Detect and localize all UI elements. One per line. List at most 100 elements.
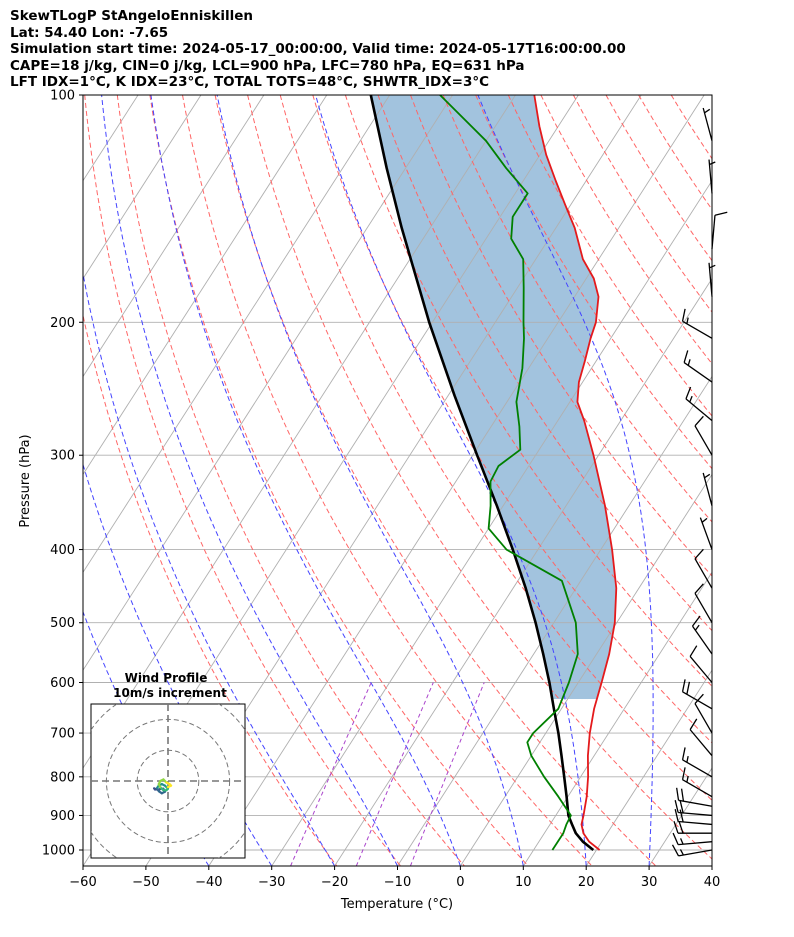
- dewpoint-line: [439, 95, 579, 851]
- barb-flag: [678, 820, 684, 834]
- hodograph-inset: Wind Profile 10m/s increment: [90, 671, 246, 859]
- wind-barb: [681, 767, 713, 798]
- dry-adiabat-line: [279, 95, 712, 801]
- x-axis: −60 −50 −40 −30 −20 −10 0 10 20 30 40: [69, 866, 720, 890]
- station-coords: Lat: 54.40 Lon: -7.65: [10, 24, 169, 41]
- dry-adiabat-line: [377, 95, 712, 632]
- y-axis: 100 200 300 400 500 600 700 800 900 1000: [42, 89, 83, 859]
- dry-adiabat-line: [344, 95, 712, 687]
- barb-half-flag: [701, 517, 708, 523]
- chart-header: SkewTLogP StAngeloEnniskillen Lat: 54.40…: [10, 8, 626, 91]
- barb-flag: [671, 844, 680, 857]
- barb-staff: [708, 262, 713, 297]
- barb-half-flag: [686, 756, 689, 763]
- barb-flag: [689, 645, 698, 657]
- barb-staff: [708, 159, 713, 194]
- dry-adiabat-line: [149, 95, 529, 866]
- wind-barb: [685, 386, 713, 422]
- dry-adiabats: [83, 95, 712, 866]
- wind-barbs: [671, 107, 728, 857]
- barb-half-flag: [679, 849, 685, 856]
- isotherm-line: [0, 95, 12, 866]
- isotherm-line: [83, 95, 391, 574]
- barb-staff: [699, 517, 713, 550]
- cape-shading: [370, 95, 617, 699]
- barb-staff: [691, 625, 713, 655]
- dry-adiabat-line: [83, 313, 338, 866]
- barb-flag: [681, 767, 686, 780]
- barb-half-flag: [687, 359, 691, 366]
- mixing-ratio-line: [409, 682, 485, 866]
- barb-half-flag: [704, 108, 711, 114]
- isotherm-line: [522, 571, 712, 866]
- wind-barb: [689, 645, 713, 683]
- y-tick-label: 900: [50, 809, 75, 824]
- wind-barb: [691, 615, 713, 655]
- hodograph-title: Wind Profile: [125, 671, 208, 685]
- hodograph-subtitle: 10m/s increment: [113, 686, 227, 700]
- barb-half-flag: [686, 317, 689, 324]
- x-tick-label: −30: [258, 875, 285, 890]
- grid-lines: [0, 95, 712, 866]
- isotherm-line: [83, 95, 328, 476]
- barb-flag: [680, 788, 685, 802]
- x-tick-label: −40: [195, 875, 222, 890]
- mixing-ratio-lines: [290, 682, 485, 866]
- barb-half-flag: [679, 838, 684, 845]
- wind-barb: [672, 832, 713, 846]
- y-tick-label: 800: [50, 770, 75, 785]
- barb-flag: [681, 747, 686, 760]
- moist-adiabat-line: [83, 462, 273, 866]
- isotherm-line: [83, 95, 202, 280]
- barb-flag: [672, 832, 679, 845]
- barb-flag: [694, 415, 704, 427]
- barb-staff: [682, 320, 713, 339]
- barb-flag: [681, 679, 686, 692]
- barb-staff: [702, 107, 713, 141]
- plot-area: [0, 95, 712, 866]
- barb-staff: [689, 656, 713, 683]
- barb-flag: [714, 211, 728, 216]
- barb-staff: [678, 820, 713, 826]
- dry-adiabat-line: [84, 95, 402, 866]
- barb-flag: [681, 308, 686, 322]
- x-tick-label: −60: [69, 875, 96, 890]
- wind-barb: [699, 517, 713, 550]
- moist-adiabat-line: [150, 95, 461, 866]
- profile-lines: [369, 95, 618, 852]
- x-tick-label: −20: [321, 875, 348, 890]
- wind-barb: [694, 548, 713, 589]
- wind-barb: [674, 809, 713, 826]
- barb-flag: [673, 820, 679, 834]
- barb-flag: [689, 718, 698, 730]
- barb-staff: [678, 849, 713, 857]
- barb-staff: [682, 691, 713, 710]
- barb-half-flag: [709, 161, 716, 166]
- moist-adiabat-line: [83, 271, 336, 866]
- cape-area: [370, 95, 617, 699]
- wind-barb: [694, 583, 713, 624]
- y-tick-label: 300: [50, 449, 75, 464]
- barb-staff: [685, 398, 713, 422]
- barb-flag: [679, 809, 684, 823]
- wind-barb: [702, 472, 713, 506]
- isotherm-line: [334, 277, 712, 866]
- wind-barb: [689, 718, 713, 757]
- dry-adiabat-line: [605, 95, 712, 262]
- barb-flag: [674, 800, 679, 813]
- barb-flag: [694, 693, 704, 705]
- x-tick-label: 20: [578, 875, 595, 890]
- barb-staff: [689, 729, 713, 757]
- barb-flag: [685, 386, 692, 400]
- hodograph-plot: [91, 704, 245, 858]
- y-tick-label: 1000: [42, 844, 75, 859]
- wind-barb: [673, 820, 712, 834]
- barb-flag: [674, 809, 679, 822]
- wind-barb: [694, 693, 713, 734]
- wind-barb: [711, 211, 728, 250]
- barb-half-flag: [689, 395, 693, 403]
- barb-flag: [686, 681, 691, 695]
- dry-adiabat-line: [182, 95, 593, 866]
- barb-half-flag: [694, 624, 700, 631]
